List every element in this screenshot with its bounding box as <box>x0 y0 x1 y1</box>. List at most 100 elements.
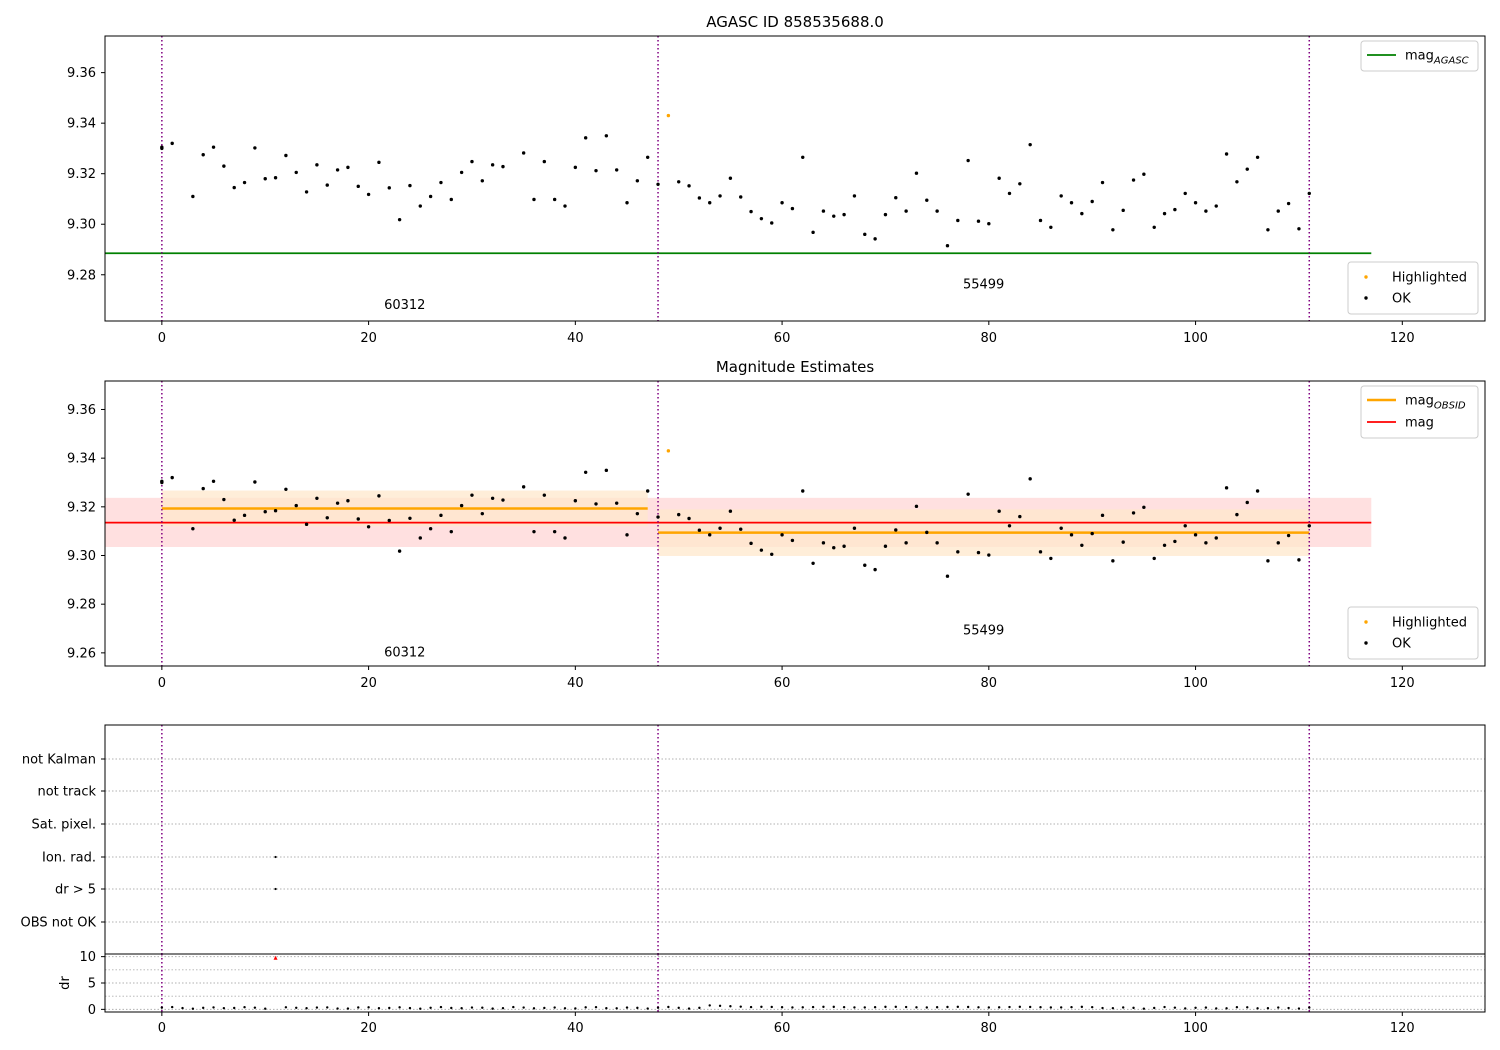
middle-ok-point <box>160 480 164 485</box>
top-ok-point <box>304 190 309 194</box>
middle-ok-point <box>1224 486 1229 490</box>
middle-ok-point <box>770 552 774 556</box>
top-ok-point <box>253 146 257 150</box>
middle-ok-point <box>997 509 1001 513</box>
top-ok-point <box>552 197 557 202</box>
dr-point <box>481 1006 484 1009</box>
dr-point <box>170 1005 174 1009</box>
top-ok-point <box>708 201 712 205</box>
middle-ok-point <box>976 550 981 555</box>
top-xtick-label: 0 <box>158 331 166 346</box>
middle-ytick-label: 9.26 <box>67 646 96 661</box>
dr-xtick-label: 100 <box>1183 1021 1208 1036</box>
top-ok-point <box>728 176 733 180</box>
middle-ok-point <box>1193 533 1198 537</box>
top-ok-point <box>821 209 826 213</box>
middle-ok-point <box>315 496 319 501</box>
middle-ok-point <box>1049 556 1053 561</box>
middle-ok-point <box>408 516 412 520</box>
dr-point <box>1039 1006 1042 1009</box>
middle-ok-point <box>1131 511 1136 515</box>
middle-ok-point <box>263 509 267 514</box>
top-legend-label: Highlighted <box>1392 271 1467 286</box>
middle-ok-point <box>883 544 888 548</box>
middle-ok-point <box>366 525 371 529</box>
top-ok-point <box>883 212 888 217</box>
dr-point <box>1297 1007 1301 1010</box>
dr-point <box>1090 1005 1094 1009</box>
dr-point <box>512 1005 515 1009</box>
middle-legend-marker <box>1364 620 1368 624</box>
middle-xtick-label: 120 <box>1390 676 1415 691</box>
middle-ok-point <box>1080 543 1084 547</box>
dr-point <box>429 1006 432 1009</box>
middle-ok-point <box>821 541 826 545</box>
dr-point <box>408 1006 412 1010</box>
top-ok-point <box>521 151 526 155</box>
dr-point <box>791 1006 794 1009</box>
dr-xtick-label: 80 <box>981 1021 998 1036</box>
top-ok-point <box>739 195 743 199</box>
top-xtick-label: 20 <box>360 331 377 346</box>
top-ok-point <box>242 180 247 185</box>
top-ok-point <box>976 219 981 223</box>
top-ok-point <box>1059 194 1063 198</box>
middle-ok-point <box>749 541 753 546</box>
middle-lower-legend-box <box>1347 606 1479 660</box>
middle-ok-point <box>1007 524 1012 528</box>
top-ok-point <box>1090 199 1094 204</box>
middle-ok-point <box>397 549 402 553</box>
dr-flagged-point <box>273 955 278 960</box>
dr-point <box>760 1005 763 1009</box>
dr-xtick-label: 0 <box>158 1021 166 1036</box>
middle-xtick-label: 100 <box>1183 676 1208 691</box>
top-ok-point <box>863 232 867 237</box>
middle-ok-point <box>284 487 288 492</box>
middle-ok-point <box>377 494 381 498</box>
dr-point <box>698 1006 701 1010</box>
dr-point <box>160 1006 164 1009</box>
middle-ok-point <box>759 548 764 552</box>
top-ok-point <box>697 196 702 200</box>
dr-point <box>553 1006 556 1009</box>
top-ok-point <box>160 146 164 151</box>
dr-point <box>646 1007 649 1010</box>
flag-category-label: dr > 5 <box>55 883 96 898</box>
middle-xtick-label: 80 <box>981 676 998 691</box>
middle-ok-point <box>604 468 609 473</box>
middle-ok-point <box>552 529 557 534</box>
top-ok-point <box>418 204 422 208</box>
top-ok-point <box>1131 178 1136 182</box>
top-ok-point <box>811 230 815 235</box>
middle-ok-point <box>304 522 309 527</box>
middle-legend-label: mag <box>1405 416 1434 431</box>
middle-panel-title: Magnitude Estimates <box>716 358 874 376</box>
middle-ok-point <box>1297 558 1301 562</box>
dr-point <box>574 1007 577 1010</box>
dr-point <box>1184 1007 1187 1010</box>
middle-ok-point <box>1090 531 1094 536</box>
dr-point <box>636 1006 639 1010</box>
top-ok-point <box>1297 227 1301 231</box>
top-ok-point <box>956 218 960 223</box>
middle-ok-point <box>811 561 815 565</box>
top-ok-point <box>1111 228 1115 232</box>
top-panel-title: AGASC ID 858535688.0 <box>706 13 884 31</box>
top-ok-point <box>222 164 226 168</box>
top-ok-point <box>1007 191 1012 196</box>
middle-ok-point <box>728 509 733 513</box>
middle-ok-point <box>1028 477 1032 481</box>
dr-point <box>729 1005 732 1008</box>
middle-obsid-label: 55499 <box>963 624 1004 639</box>
dr-point <box>718 1004 722 1008</box>
top-ytick-label: 9.36 <box>67 66 96 81</box>
middle-ok-point <box>863 563 867 567</box>
top-ok-point <box>987 222 991 226</box>
middle-ok-point <box>253 480 257 484</box>
magnitude-estimates-panel: Magnitude Estimates 60312 55499 0 20 40 60 80 10… <box>67 358 1486 691</box>
dr-point <box>1122 1006 1125 1009</box>
dr-point <box>543 1006 546 1010</box>
dr-point <box>1080 1005 1084 1009</box>
dr-point <box>563 1007 567 1010</box>
